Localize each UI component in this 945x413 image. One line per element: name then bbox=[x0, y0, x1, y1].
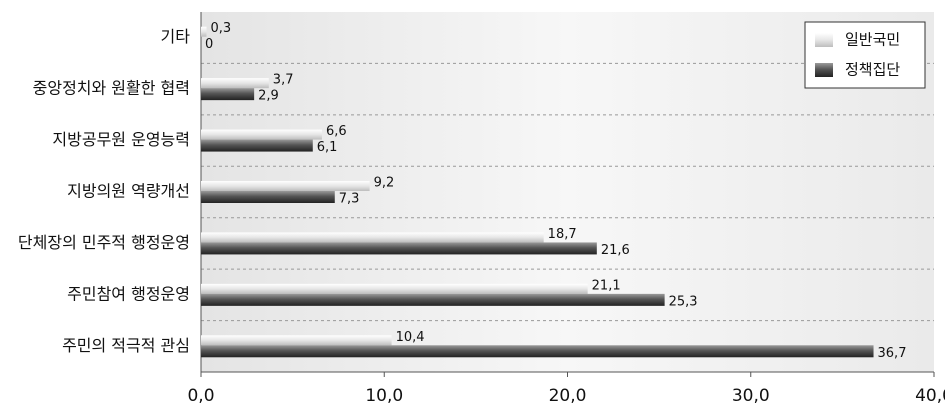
x-tick-label: 30,0 bbox=[732, 386, 770, 406]
bar bbox=[201, 139, 313, 152]
x-tick-label: 10,0 bbox=[365, 386, 403, 406]
value-label: 25,3 bbox=[669, 294, 698, 309]
bar bbox=[201, 283, 588, 294]
y-tick-label: 단체장의 민주적 행정운영 bbox=[18, 233, 190, 252]
legend-label: 정책집단 bbox=[845, 61, 900, 79]
bar bbox=[201, 78, 269, 89]
value-label: 0 bbox=[205, 37, 213, 52]
x-tick-label: 20,0 bbox=[549, 386, 587, 406]
y-tick-label: 지방공무원 운영능력 bbox=[52, 130, 190, 149]
value-label: 18,7 bbox=[548, 227, 577, 242]
y-tick-label: 중앙정치와 원활한 협력 bbox=[33, 79, 190, 98]
bar bbox=[201, 181, 370, 191]
legend-label: 일반국민 bbox=[845, 31, 900, 49]
bar bbox=[201, 335, 392, 346]
bar bbox=[201, 293, 665, 306]
value-label: 2,9 bbox=[258, 89, 279, 104]
y-tick-label: 지방의원 역량개선 bbox=[67, 182, 190, 201]
value-label: 21,1 bbox=[592, 278, 621, 293]
x-tick-label: 0,0 bbox=[187, 386, 214, 406]
bar bbox=[201, 191, 335, 203]
value-label: 9,2 bbox=[374, 176, 395, 191]
legend-swatch bbox=[815, 33, 833, 47]
bar bbox=[201, 88, 255, 101]
y-tick-label: 주민참여 행정운영 bbox=[67, 284, 190, 303]
y-tick-label: 주민의 적극적 관심 bbox=[62, 336, 190, 355]
bar bbox=[201, 242, 597, 255]
y-tick-label: 기타 bbox=[161, 27, 191, 46]
bar bbox=[201, 232, 544, 243]
value-label: 36,7 bbox=[878, 346, 907, 361]
bar bbox=[201, 129, 322, 140]
x-tick-label: 40,0 bbox=[915, 386, 945, 406]
value-label: 0,3 bbox=[210, 21, 231, 36]
value-label: 6,6 bbox=[326, 124, 347, 139]
value-label: 21,6 bbox=[601, 243, 630, 258]
bar bbox=[201, 26, 207, 37]
value-label: 3,7 bbox=[273, 73, 294, 88]
value-label: 6,1 bbox=[317, 140, 338, 155]
value-label: 10,4 bbox=[396, 330, 425, 345]
value-label: 7,3 bbox=[339, 192, 360, 207]
bar bbox=[201, 345, 874, 358]
legend-swatch bbox=[815, 63, 833, 77]
